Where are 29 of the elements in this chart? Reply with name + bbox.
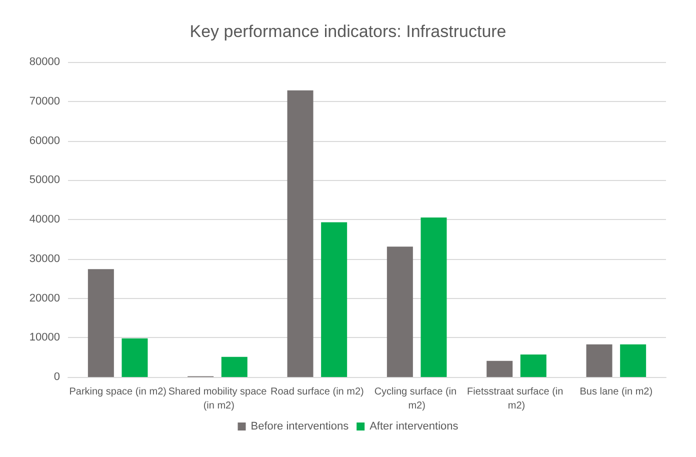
bar <box>122 338 148 377</box>
x-tick-label: Road surface (in m2) <box>270 386 364 398</box>
x-tick-label: Fietsstraat surface (in m2) <box>467 386 566 412</box>
bar <box>586 344 612 377</box>
bar <box>88 269 114 377</box>
bar <box>321 222 348 377</box>
y-tick-label: 80000 <box>29 56 60 68</box>
bar <box>287 90 314 377</box>
y-tick-label: 10000 <box>29 332 60 344</box>
legend-label: After interventions <box>370 420 459 432</box>
chart-title: Key performance indicators: Infrastructure <box>190 22 506 41</box>
y-tick-label: 70000 <box>29 95 60 108</box>
bar <box>386 246 413 377</box>
y-tick-label: 30000 <box>29 252 60 265</box>
bar <box>520 354 546 377</box>
bar <box>486 360 513 377</box>
x-tick-label: Bus lane (in m2) <box>580 386 653 398</box>
legend-label: Before interventions <box>250 420 350 432</box>
y-tick-label: 40000 <box>29 214 60 226</box>
y-tick-label: 0 <box>54 371 60 383</box>
y-tick-label: 20000 <box>29 292 60 304</box>
bar <box>620 344 646 377</box>
x-tick-label: Cycling surface (in m2) <box>374 386 460 412</box>
y-tick-label: 50000 <box>29 174 60 186</box>
x-tick-label: Shared mobility space (in m2) <box>168 386 268 412</box>
bar <box>221 356 248 377</box>
bar <box>420 218 447 377</box>
y-tick-label: 60000 <box>29 134 60 147</box>
x-tick-label: Parking space (in m2) <box>69 386 166 398</box>
